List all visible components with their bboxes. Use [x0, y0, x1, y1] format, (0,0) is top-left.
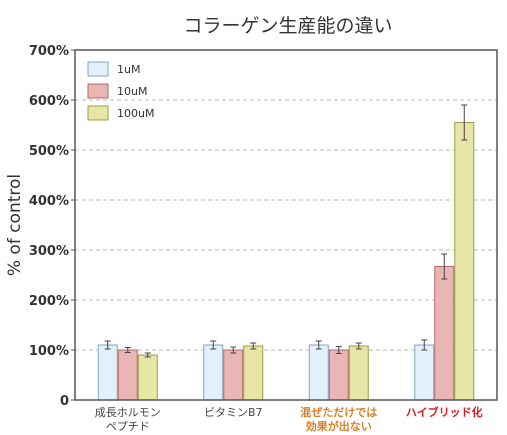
error-bar-10uM-0	[124, 347, 131, 353]
bar-10uM-0	[117, 349, 138, 401]
legend-item-1uM: 1uM	[87, 61, 140, 77]
error-bar-100uM-2	[355, 342, 362, 350]
bar-100uM-3	[454, 122, 475, 401]
chart-title: コラーゲン生産能の違い	[183, 15, 392, 37]
error-bar-10uM-1	[230, 346, 237, 354]
bar-100uM-2	[348, 345, 369, 401]
x-tick-label-2: 混ぜただけでは効果が出ない	[300, 405, 377, 433]
x-tick-labels: 成長ホルモンペプチド ビタミンB7 混ぜただけでは効果が出ない ハイブリッド化	[95, 405, 483, 433]
bar-10uM-3	[434, 266, 455, 401]
axes	[71, 49, 498, 401]
legend-label-1uM: 1uM	[117, 63, 140, 76]
error-bar-100uM-1	[250, 342, 257, 350]
x-tick-label-0: 成長ホルモンペプチド	[95, 406, 161, 433]
bar-1uM-0	[97, 344, 118, 401]
y-tick-label-5: 500%	[29, 144, 69, 159]
error-bar-1uM-0	[104, 340, 111, 350]
legend-item-100uM: 100uM	[87, 105, 154, 121]
error-bar-10uM-2	[335, 346, 342, 354]
grid-lines	[75, 99, 497, 351]
legend-swatch-10uM	[87, 83, 109, 99]
error-bar-100uM-3	[461, 104, 468, 141]
y-tick-label-1: 100%	[29, 344, 69, 359]
error-bar-1uM-1	[210, 340, 217, 350]
bar-100uM-1	[243, 345, 264, 401]
legend: 1uM 10uM 100uM	[87, 61, 154, 121]
error-bar-1uM-2	[315, 340, 322, 350]
legend-label-100uM: 100uM	[117, 107, 154, 120]
bar-10uM-1	[223, 349, 244, 401]
bar-1uM-2	[308, 344, 329, 401]
y-tick-labels: 0 100% 200% 300% 400% 500% 600% 700%	[29, 44, 69, 409]
y-tick-label-6: 600%	[29, 94, 69, 109]
error-bar-100uM-0	[144, 352, 151, 358]
legend-label-10uM: 10uM	[117, 85, 147, 98]
y-tick-label-3: 300%	[29, 244, 69, 259]
x-tick-label-3: ハイブリッド化	[406, 405, 483, 419]
y-tick-label-0: 0	[60, 394, 69, 409]
legend-item-10uM: 10uM	[87, 83, 147, 99]
error-bars-group	[104, 104, 468, 358]
y-tick-label-7: 700%	[29, 44, 69, 59]
bars-group	[97, 122, 475, 401]
error-bar-10uM-3	[441, 253, 448, 280]
error-bar-1uM-3	[421, 339, 428, 351]
x-tick-label-1: ビタミンB7	[204, 406, 263, 419]
legend-swatch-100uM	[87, 105, 109, 121]
y-tick-label-4: 400%	[29, 194, 69, 209]
y-axis-label: % of control	[5, 174, 25, 276]
plot-frame	[74, 49, 498, 401]
bar-100uM-0	[137, 354, 158, 401]
y-tick-label-2: 200%	[29, 294, 69, 309]
bar-1uM-3	[414, 344, 435, 401]
bar-1uM-1	[203, 344, 224, 401]
legend-swatch-1uM	[87, 61, 109, 77]
bar-10uM-2	[328, 349, 349, 401]
